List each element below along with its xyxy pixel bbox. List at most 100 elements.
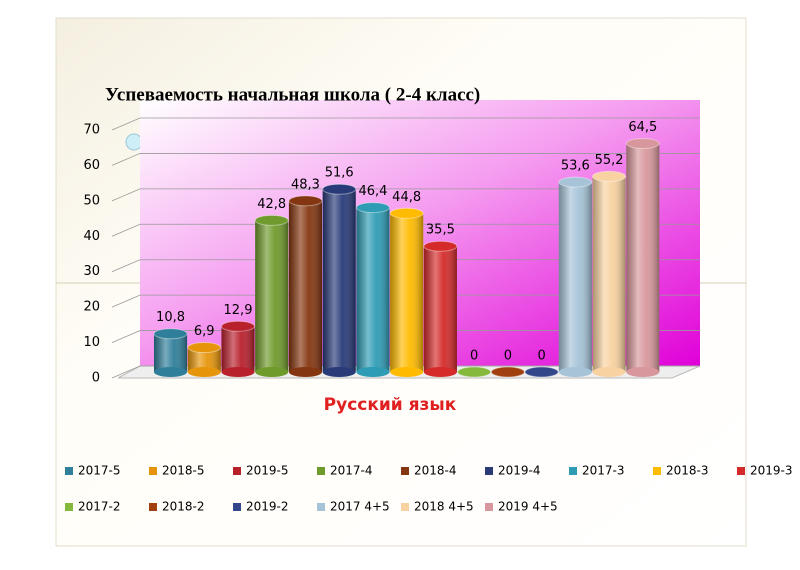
data-label: 44,8 <box>392 190 421 205</box>
legend-swatch <box>149 503 157 511</box>
bar-top <box>457 366 492 378</box>
bar-bottom <box>558 367 592 377</box>
legend-label: 2018 4+5 <box>414 500 474 514</box>
legend-label: 2019 4+5 <box>498 500 558 514</box>
data-label: 0 <box>470 349 478 364</box>
bar-shine <box>322 189 356 372</box>
decor-dot <box>125 133 143 151</box>
bar-top <box>625 137 660 149</box>
bar-bottom <box>187 367 221 377</box>
legend-swatch <box>317 503 325 511</box>
data-label: 0 <box>504 349 512 364</box>
bar-top <box>558 176 593 188</box>
legend-swatch <box>401 503 409 511</box>
data-label: 35,5 <box>426 223 455 238</box>
legend-swatch <box>233 503 241 511</box>
bar-bottom <box>356 367 390 377</box>
legend-swatch <box>65 467 73 475</box>
y-tick-label: 30 <box>83 264 100 279</box>
legend-swatch <box>233 467 241 475</box>
bar-shine <box>626 143 660 372</box>
data-label: 46,4 <box>358 184 387 199</box>
data-label: 0 <box>537 349 545 364</box>
grid-line <box>111 223 700 237</box>
bar-top <box>355 202 390 214</box>
data-label: 51,6 <box>325 166 354 181</box>
legend-label: 2017-3 <box>582 464 625 478</box>
bar-top <box>423 240 458 252</box>
grid-line <box>111 365 700 379</box>
legend-swatch <box>65 503 73 511</box>
legend-label: 2018-5 <box>162 464 205 478</box>
grid-line <box>111 153 700 166</box>
category-label: Русский язык <box>324 395 457 415</box>
y-tick-label: 40 <box>83 229 100 244</box>
bar-shine <box>558 182 592 372</box>
bar-bottom <box>626 367 660 377</box>
bar-top <box>322 183 357 195</box>
bar-top <box>220 320 256 332</box>
legend-label: 2018-2 <box>162 500 205 514</box>
bar-top <box>153 328 188 340</box>
legend-swatch <box>485 503 493 511</box>
legend-label: 2018-4 <box>414 464 457 478</box>
bar-bottom <box>221 367 255 377</box>
bar-top <box>592 170 627 182</box>
bar-top <box>389 207 424 219</box>
data-label: 48,3 <box>291 177 320 192</box>
legend-label: 2018-3 <box>666 464 709 478</box>
grid-line <box>111 188 700 202</box>
legend-swatch <box>737 467 745 475</box>
bar-shine <box>221 326 255 372</box>
y-tick-label: 10 <box>83 335 100 350</box>
bar-shine <box>592 176 626 372</box>
bar-top <box>187 342 222 354</box>
bar-bottom <box>592 367 626 377</box>
y-tick-label: 20 <box>83 300 100 315</box>
bar-top <box>254 214 289 226</box>
legend-label: 2017-5 <box>78 464 121 478</box>
legend-swatch <box>401 467 409 475</box>
data-label: 10,8 <box>156 310 185 325</box>
data-label: 6,9 <box>194 324 215 339</box>
bar-shine <box>154 333 188 372</box>
bar-bottom <box>154 367 188 377</box>
grid-line <box>111 294 700 308</box>
y-tick-label: 50 <box>83 193 100 208</box>
grid-line <box>111 259 700 273</box>
bar-shine <box>423 246 457 372</box>
bar-shine <box>356 207 390 372</box>
legend-label: 2019-5 <box>246 464 289 478</box>
data-label: 12,9 <box>224 303 253 318</box>
bar-bottom <box>255 367 289 377</box>
data-label: 42,8 <box>257 197 286 212</box>
bar-top <box>524 366 559 378</box>
grid-line <box>111 330 700 343</box>
bar-shine <box>390 213 424 372</box>
bar-top <box>490 366 525 378</box>
grid-line <box>111 117 700 131</box>
chart-title: Успеваемость начальная школа ( 2-4 класс… <box>105 84 480 105</box>
legend-label: 2017-4 <box>330 464 373 478</box>
legend-label: 2019-2 <box>246 500 289 514</box>
bar-bottom <box>288 367 322 377</box>
legend-swatch <box>317 467 325 475</box>
legend-swatch <box>653 467 661 475</box>
legend-label: 2017-2 <box>78 500 121 514</box>
y-tick-label: 60 <box>83 158 100 173</box>
data-label: 53,6 <box>561 159 590 174</box>
legend-label: 2019-4 <box>498 464 541 478</box>
bar-shine <box>288 200 322 372</box>
legend-swatch <box>149 467 157 475</box>
bar-bottom <box>423 367 457 377</box>
legend-label: 2019-3 <box>750 464 793 478</box>
data-label: 55,2 <box>595 153 624 168</box>
data-label: 64,5 <box>628 120 657 135</box>
bar-shine <box>255 220 289 372</box>
y-tick-label: 70 <box>83 123 100 138</box>
legend-label: 2017 4+5 <box>330 500 390 514</box>
bar-bottom <box>322 367 356 377</box>
y-tick-label: 0 <box>92 371 100 386</box>
legend-swatch <box>569 467 577 475</box>
